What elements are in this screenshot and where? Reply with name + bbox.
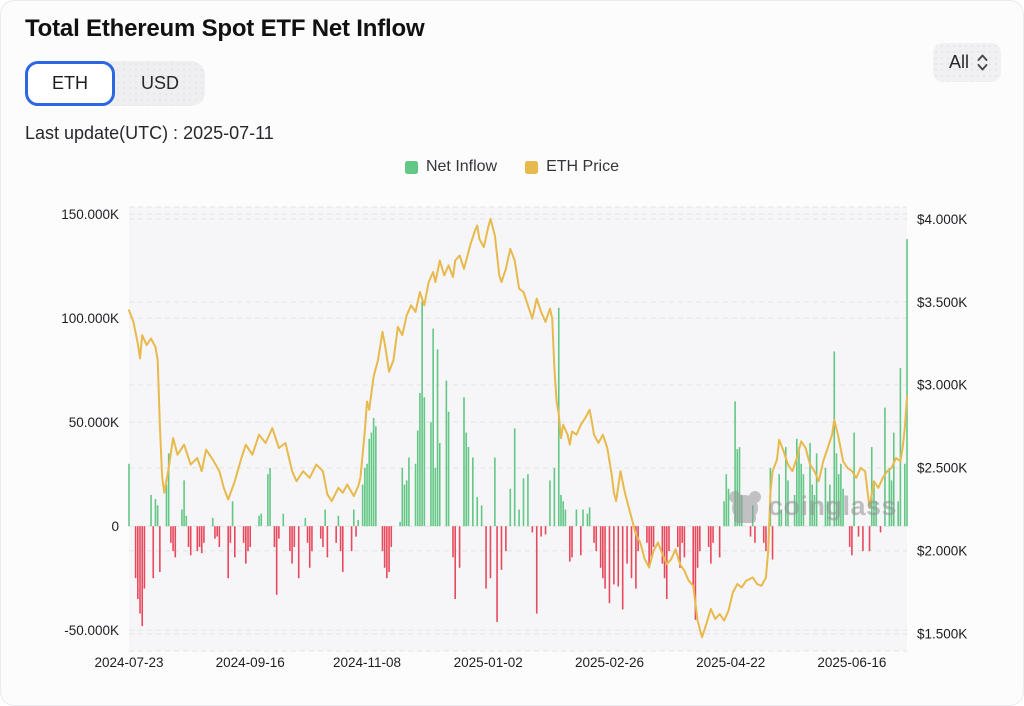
svg-text:2024-09-16: 2024-09-16 — [216, 655, 285, 670]
svg-text:100.000K: 100.000K — [61, 311, 119, 326]
netflow-price-chart[interactable]: 150.000K 100.000K 50.000K 0 -50.000K $4.000K $… — [1, 193, 1024, 671]
svg-text:0: 0 — [111, 519, 119, 534]
svg-text:$4.000K: $4.000K — [917, 212, 967, 227]
last-update-label: Last update(UTC) : 2025-07-11 — [25, 123, 274, 143]
svg-text:-50.000K: -50.000K — [64, 623, 119, 638]
legend-label-net-inflow: Net Inflow — [425, 158, 498, 175]
legend-item-eth-price[interactable]: ETH Price — [525, 158, 619, 176]
svg-text:$1.500K: $1.500K — [917, 627, 967, 642]
toggle-usd-button[interactable]: USD — [115, 61, 205, 106]
svg-text:$3.000K: $3.000K — [917, 378, 967, 393]
net-inflow-swatch-icon — [404, 160, 418, 174]
svg-text:50.000K: 50.000K — [69, 415, 119, 430]
svg-text:2025-04-22: 2025-04-22 — [696, 655, 765, 670]
legend-label-eth-price: ETH Price — [546, 158, 620, 175]
time-range-selector[interactable]: All — [932, 43, 1001, 82]
svg-text:$2.000K: $2.000K — [917, 544, 967, 559]
svg-text:150.000K: 150.000K — [61, 207, 119, 222]
toggle-eth-button[interactable]: ETH — [25, 61, 115, 106]
svg-text:2024-07-23: 2024-07-23 — [94, 655, 163, 670]
legend-item-net-inflow[interactable]: Net Inflow — [404, 158, 498, 176]
svg-text:$3.500K: $3.500K — [917, 295, 967, 310]
updown-chevron-icon — [977, 54, 988, 71]
svg-text:2025-06-16: 2025-06-16 — [817, 655, 886, 670]
eth-price-swatch-icon — [525, 160, 539, 174]
svg-text:2025-01-02: 2025-01-02 — [454, 655, 523, 670]
svg-text:2024-11-08: 2024-11-08 — [333, 655, 401, 670]
svg-text:2025-02-26: 2025-02-26 — [575, 655, 644, 670]
time-range-value: All — [948, 52, 969, 72]
svg-text:$2.500K: $2.500K — [917, 461, 967, 476]
chart-legend: Net Inflow ETH Price — [1, 158, 1023, 176]
unit-toggle-group: ETH USD — [25, 61, 206, 106]
page-title: Total Ethereum Spot ETF Net Inflow — [25, 15, 425, 42]
